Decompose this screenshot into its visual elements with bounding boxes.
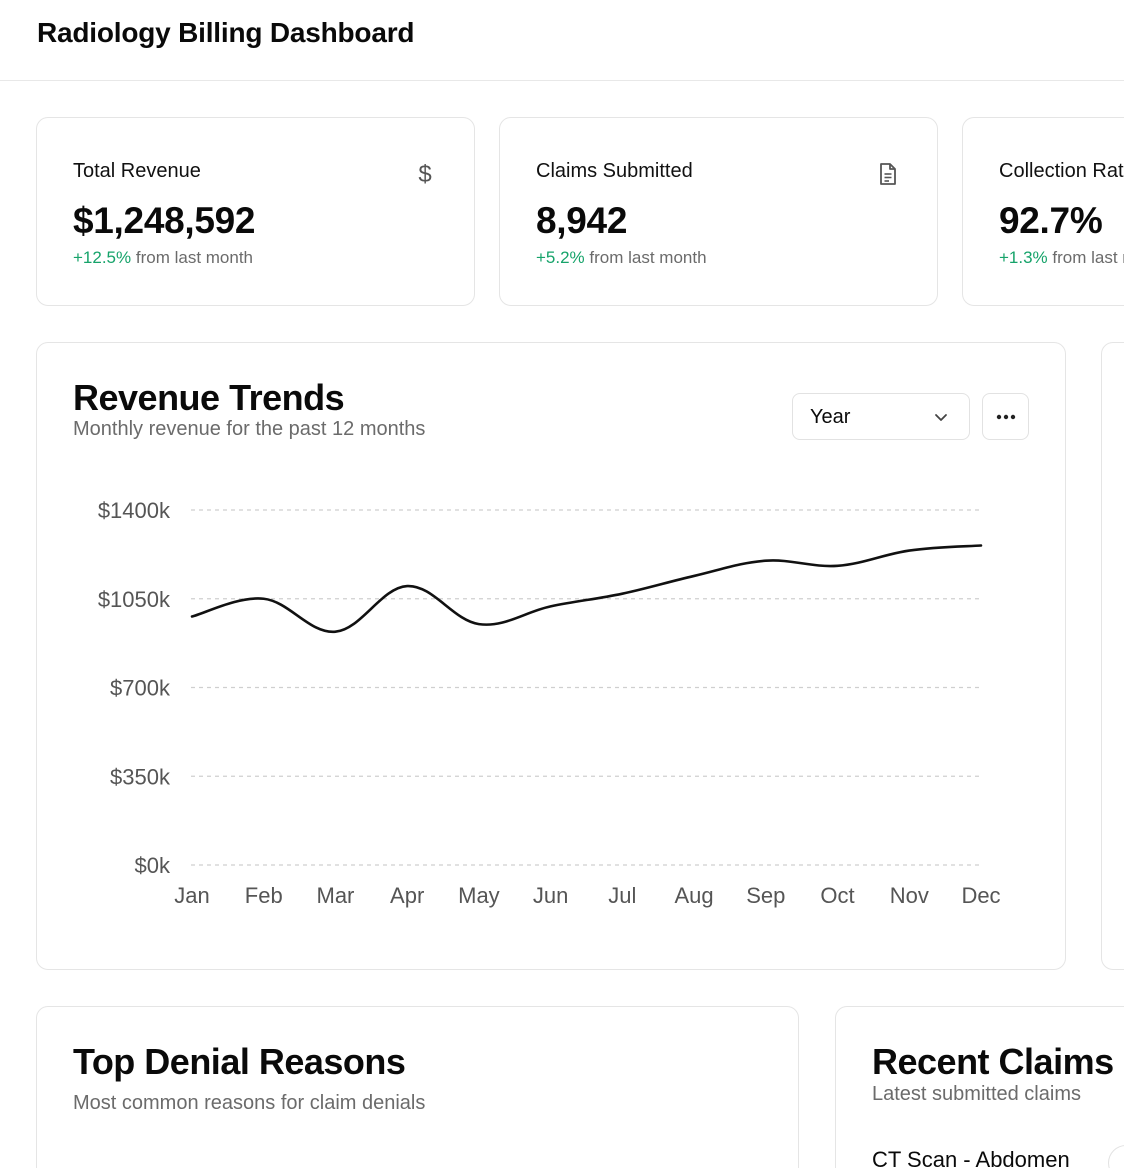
more-options-button[interactable] bbox=[982, 393, 1029, 440]
stat-change: +5.2% from last month bbox=[536, 248, 707, 268]
x-tick-label: Nov bbox=[890, 883, 929, 908]
stat-value: $1,248,592 bbox=[73, 200, 256, 241]
x-tick-label: Apr bbox=[390, 883, 424, 908]
period-select-value: Year bbox=[810, 406, 851, 428]
x-tick-label: Aug bbox=[675, 883, 714, 908]
stat-change: +12.5% from last month bbox=[73, 248, 253, 268]
stat-card-total-revenue: Total Revenue $ $1,248,592 +12.5% from l… bbox=[36, 117, 475, 306]
y-tick-label: $1050k bbox=[98, 587, 171, 612]
denial-reasons-card: Top Denial Reasons Most common reasons f… bbox=[36, 1006, 799, 1168]
stat-change-suffix: from last month bbox=[131, 248, 254, 267]
revenue-trends-subtitle: Monthly revenue for the past 12 months bbox=[73, 418, 426, 440]
x-tick-label: Jul bbox=[608, 883, 636, 908]
period-select[interactable]: Year bbox=[792, 393, 970, 440]
stat-label: Claims Submitted bbox=[536, 160, 693, 182]
chevron-down-icon bbox=[935, 414, 947, 421]
top-bar: Radiology Billing Dashboard bbox=[0, 0, 1124, 81]
stat-label: Collection Rate bbox=[999, 160, 1124, 182]
denial-reasons-title: Top Denial Reasons bbox=[73, 1041, 406, 1082]
revenue-trends-card: Revenue Trends Monthly revenue for the p… bbox=[36, 342, 1066, 970]
stat-change-suffix: from last month bbox=[584, 248, 707, 267]
x-tick-label: Dec bbox=[961, 883, 1000, 908]
claim-status-badge bbox=[1108, 1145, 1124, 1168]
revenue-line-chart: $0k $350k $700k $1050k $1400k Jan Feb Mar Apr May… bbox=[98, 498, 1001, 908]
x-tick-label: May bbox=[458, 883, 500, 908]
y-tick-label: $1400k bbox=[98, 498, 171, 523]
stat-card-claims-submitted: Claims Submitted 8,942 +5.2% from last m… bbox=[499, 117, 938, 306]
stat-change-suffix: from last month bbox=[1052, 248, 1124, 267]
claim-item-name[interactable]: CT Scan - Abdomen bbox=[872, 1147, 1070, 1168]
recent-claims-title: Recent Claims bbox=[872, 1041, 1114, 1082]
stat-value: 92.7% bbox=[999, 200, 1103, 241]
side-card bbox=[1101, 342, 1124, 970]
stat-change-percent: +12.5% bbox=[73, 248, 132, 267]
denial-reasons-subtitle: Most common reasons for claim denials bbox=[73, 1092, 426, 1114]
document-icon bbox=[877, 162, 899, 188]
x-tick-label: Mar bbox=[317, 883, 355, 908]
y-tick-label: $350k bbox=[110, 764, 171, 789]
x-tick-label: Jan bbox=[174, 883, 209, 908]
x-tick-label: Oct bbox=[820, 883, 854, 908]
page-title: Radiology Billing Dashboard bbox=[37, 17, 415, 48]
recent-claims-subtitle: Latest submitted claims bbox=[872, 1083, 1081, 1105]
stat-change: +1.3% from last month bbox=[999, 248, 1124, 268]
more-horizontal-icon bbox=[996, 414, 1016, 420]
x-tick-label: Jun bbox=[533, 883, 568, 908]
recent-claims-card: Recent Claims Latest submitted claims CT… bbox=[835, 1006, 1124, 1168]
revenue-trends-title: Revenue Trends bbox=[73, 377, 345, 418]
stat-value: 8,942 bbox=[536, 200, 628, 241]
stat-label: Total Revenue bbox=[73, 160, 201, 182]
x-tick-label: Feb bbox=[245, 883, 283, 908]
stat-change-percent: +5.2% bbox=[536, 248, 585, 267]
x-tick-label: Sep bbox=[746, 883, 785, 908]
stat-card-collection-rate: Collection Rate 92.7% +1.3% from last mo… bbox=[962, 117, 1124, 306]
y-tick-label: $700k bbox=[110, 676, 171, 701]
revenue-series-line bbox=[190, 544, 983, 634]
dollar-icon: $ bbox=[418, 161, 432, 188]
stat-change-percent: +1.3% bbox=[999, 248, 1048, 267]
y-tick-label: $0k bbox=[135, 853, 171, 878]
